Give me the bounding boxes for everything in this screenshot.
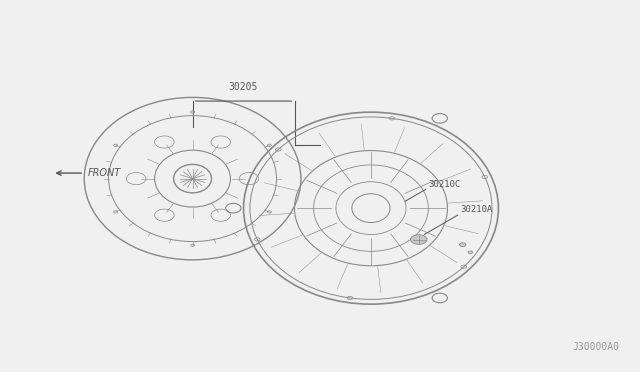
Circle shape <box>460 243 466 247</box>
Circle shape <box>410 235 427 244</box>
Circle shape <box>468 251 473 254</box>
Text: 30210C: 30210C <box>428 180 461 189</box>
Text: 30210A: 30210A <box>460 205 492 215</box>
Text: J30000A0: J30000A0 <box>573 342 620 352</box>
Text: FRONT: FRONT <box>88 168 121 178</box>
Text: 30205: 30205 <box>229 82 258 92</box>
